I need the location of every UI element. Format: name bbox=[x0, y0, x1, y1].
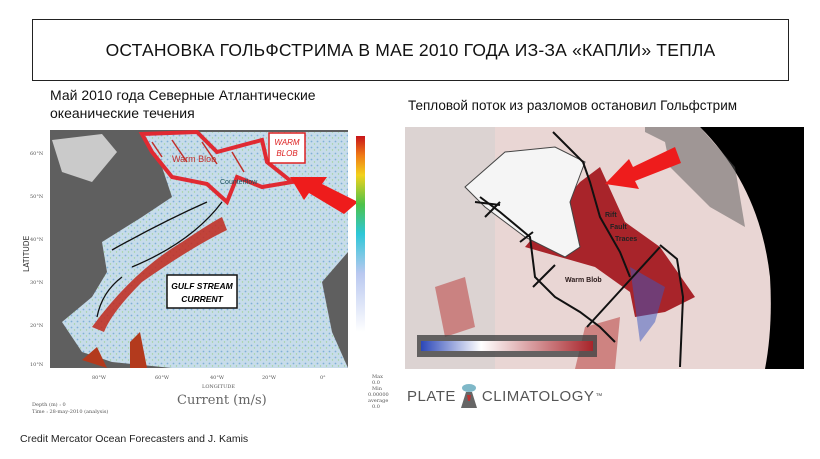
stat: 0.0 bbox=[372, 380, 380, 386]
lon-tick: 60°W bbox=[155, 375, 170, 381]
lon-tick: 20°W bbox=[262, 375, 277, 381]
time-line: Time : 28-may-2010 (analysis) bbox=[32, 408, 108, 415]
colorbar bbox=[356, 136, 365, 332]
title-box: ОСТАНОВКА ГОЛЬФСТРИМА В МАЕ 2010 ГОДА ИЗ… bbox=[32, 19, 789, 81]
latitude-label: LATITUDE bbox=[22, 235, 31, 272]
rift-label-2: Fault bbox=[610, 224, 627, 231]
warm-blob-label-1: WARM bbox=[274, 138, 300, 147]
gulf-stream-box bbox=[166, 274, 238, 309]
logo-text-left: PLATE bbox=[407, 387, 456, 405]
red-arrow-left bbox=[290, 177, 358, 214]
warm-blob-hatch bbox=[151, 139, 245, 173]
colorbar-title: Current (m/s) bbox=[177, 393, 267, 408]
anomaly-patches bbox=[435, 277, 620, 369]
rift-fault-lines bbox=[474, 131, 685, 368]
map-ocean bbox=[62, 132, 348, 368]
greenland bbox=[464, 146, 586, 258]
lat-tick: 10°N bbox=[30, 362, 44, 368]
scale-bar bbox=[421, 341, 593, 351]
stat: Max bbox=[372, 374, 383, 380]
stat: average bbox=[368, 398, 388, 404]
credit-text: Credit Mercator Ocean Forecasters and J.… bbox=[20, 433, 249, 445]
warm-blob-right-label: Warm Blob bbox=[565, 277, 602, 284]
ocean-current-map: Warm Blob Counterflow WARM BLOB GULF STR… bbox=[22, 129, 389, 415]
globe-anomaly-image: Rift Fault Traces Warm Blob bbox=[405, 127, 804, 369]
warm-blob-box bbox=[268, 132, 306, 164]
left-caption-line2: океанические течения bbox=[50, 105, 195, 121]
warm-blob-outline bbox=[138, 129, 297, 206]
warm-blob-inner-label: Warm Blob bbox=[172, 154, 216, 164]
plate-climatology-logo: PLATE CLIMATOLOGY ™ bbox=[407, 383, 603, 409]
rift-label-1: Rift bbox=[605, 212, 617, 219]
gulf-stream-label-2: CURRENT bbox=[181, 294, 223, 304]
current-arrows bbox=[96, 201, 223, 318]
stat: 0.00000 bbox=[368, 392, 389, 398]
lat-tick: 30°N bbox=[30, 280, 44, 286]
stat: 0.0 bbox=[372, 404, 380, 410]
right-caption: Тепловой поток из разломов остановил Гол… bbox=[408, 98, 738, 113]
gulf-stream-band bbox=[92, 217, 227, 332]
lat-tick: 60°N bbox=[30, 151, 44, 157]
lon-tick: 40°W bbox=[210, 375, 225, 381]
logo-text-right: CLIMATOLOGY bbox=[481, 387, 595, 405]
left-caption-line1: Май 2010 года Северные Атлантические bbox=[50, 87, 316, 103]
caribbean-currents bbox=[82, 332, 147, 368]
map-canada-arctic bbox=[52, 134, 117, 182]
stat: Min bbox=[372, 386, 383, 392]
lat-tick: 50°N bbox=[30, 194, 44, 200]
lat-tick: 20°N bbox=[30, 323, 44, 329]
logo-trademark: ™ bbox=[595, 392, 603, 400]
lat-tick: 40°N bbox=[30, 237, 44, 243]
warm-blob-label-2: BLOB bbox=[276, 149, 298, 158]
slide-title: ОСТАНОВКА ГОЛЬФСТРИМА В МАЕ 2010 ГОДА ИЗ… bbox=[105, 39, 716, 60]
rift-label-3: Traces bbox=[615, 236, 637, 243]
left-caption: Май 2010 года Северные Атлантические оке… bbox=[50, 86, 370, 122]
lon-tick: 80°W bbox=[92, 375, 107, 381]
volcano-logo-icon bbox=[460, 384, 477, 408]
red-arrow-right bbox=[605, 147, 681, 189]
lon-tick: 0° bbox=[320, 375, 326, 381]
longitude-label: LONGITUDE bbox=[202, 384, 235, 390]
cold-patch bbox=[630, 267, 665, 342]
counterflow-label: Counterflow bbox=[220, 179, 258, 186]
gulf-stream-label-1: GULF STREAM bbox=[171, 281, 233, 291]
depth-line: Depth (m) : 0 bbox=[32, 401, 66, 408]
